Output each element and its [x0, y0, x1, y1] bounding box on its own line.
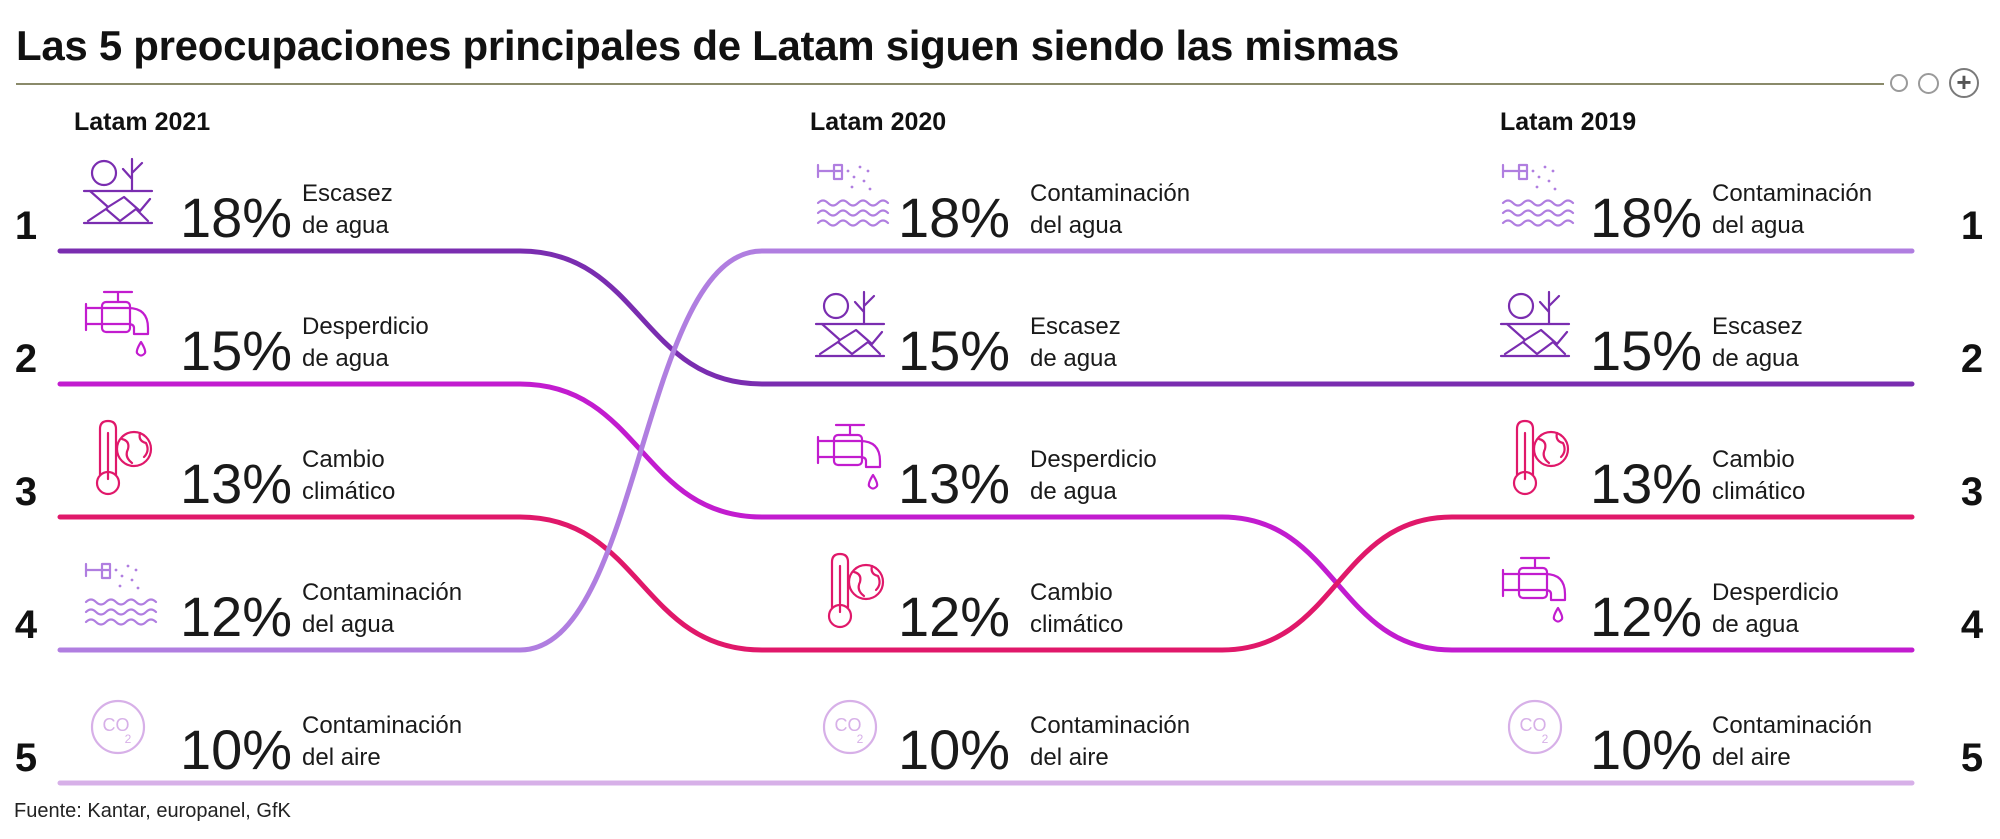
column-header: Latam 2021: [74, 108, 210, 136]
topic-label-line2: de agua: [1712, 611, 1799, 638]
topic-label-line1: Desperdicio: [1030, 446, 1157, 473]
rank-label-left: 3: [15, 470, 37, 514]
co2-icon-text: CO: [1520, 715, 1547, 735]
faucet-drip-icon: [816, 423, 882, 490]
source-note: Fuente: Kantar, europanel, GfK: [14, 800, 291, 822]
topic-label-line2: de agua: [1030, 345, 1117, 372]
co2-icon-text: CO: [103, 715, 130, 735]
topic-label-line2: climático: [1030, 611, 1123, 638]
topic-label-line2: del aire: [1030, 744, 1109, 771]
topic-label-line2: del agua: [1030, 212, 1123, 239]
series-line-clima: [57, 514, 1915, 653]
topic-label-line1: Contaminación: [1030, 180, 1190, 207]
value-label: 12%: [898, 585, 1010, 648]
series-line-desperdicio: [57, 381, 1915, 653]
value-label: 18%: [180, 186, 292, 249]
rank-label-right: 3: [1961, 470, 1983, 514]
co2-icon-subscript: 2: [1542, 732, 1549, 746]
expand-icon-glyph: +: [1956, 67, 1972, 97]
topic-label-line1: Cambio: [1712, 446, 1795, 473]
rank-label-right: 1: [1961, 204, 1983, 248]
pager-dot-1[interactable]: [1890, 74, 1908, 92]
rank-label-right: 5: [1961, 736, 1983, 780]
topic-label-line1: Cambio: [302, 446, 385, 473]
value-label: 18%: [1590, 186, 1702, 249]
rank-label-left: 5: [15, 736, 37, 780]
topic-label-line2: del agua: [302, 611, 395, 638]
topic-label-line2: del aire: [1712, 744, 1791, 771]
topic-label-line1: Contaminación: [1712, 180, 1872, 207]
rank-label-left: 2: [15, 337, 37, 381]
topic-label-line1: Desperdicio: [1712, 579, 1839, 606]
drought-icon: [814, 290, 886, 358]
rank-label-right: 2: [1961, 337, 1983, 381]
value-label: 12%: [1590, 585, 1702, 648]
thermometer-globe-icon: [95, 419, 153, 496]
chart-title: Las 5 preocupaciones principales de Lata…: [16, 22, 1400, 69]
value-label: 13%: [1590, 452, 1702, 515]
value-label: 10%: [898, 718, 1010, 781]
value-label: 15%: [1590, 319, 1702, 382]
value-label: 12%: [180, 585, 292, 648]
polluted-water-icon: [84, 562, 158, 626]
expand-icon[interactable]: +: [1949, 68, 1979, 98]
faucet-drip-icon: [1501, 556, 1567, 623]
title-divider: [16, 83, 1884, 85]
topic-label-line1: Desperdicio: [302, 313, 429, 340]
co2-icon: CO2: [1507, 699, 1563, 755]
topic-label-line1: Contaminación: [1030, 712, 1190, 739]
co2-icon-subscript: 2: [125, 732, 132, 746]
value-label: 10%: [180, 718, 292, 781]
value-label: 15%: [180, 319, 292, 382]
drought-icon: [1499, 290, 1571, 358]
topic-label-line2: de agua: [302, 212, 389, 239]
value-label: 18%: [898, 186, 1010, 249]
co2-icon: CO2: [90, 699, 146, 755]
rank-label-left: 4: [15, 603, 38, 647]
co2-icon: CO2: [822, 699, 878, 755]
value-label: 15%: [898, 319, 1010, 382]
topic-label-line2: de agua: [302, 345, 389, 372]
column-header: Latam 2019: [1500, 108, 1636, 136]
pager-dot-2[interactable]: [1918, 73, 1939, 94]
topic-label-line1: Contaminación: [302, 579, 462, 606]
thermometer-globe-icon: [1512, 419, 1570, 496]
topic-label-line1: Escasez: [1030, 313, 1121, 340]
drought-icon: [82, 157, 154, 225]
topic-label-line2: climático: [1712, 478, 1805, 505]
co2-icon-text: CO: [835, 715, 862, 735]
co2-icon-subscript: 2: [857, 732, 864, 746]
topic-label-line2: de agua: [1712, 345, 1799, 372]
topic-label-line2: del agua: [1712, 212, 1805, 239]
polluted-water-icon: [1501, 163, 1575, 227]
rank-label-right: 4: [1961, 603, 1984, 647]
topic-label-line2: de agua: [1030, 478, 1117, 505]
series-line-escasez: [57, 248, 1915, 387]
topic-label-line1: Cambio: [1030, 579, 1113, 606]
topic-label-line1: Escasez: [1712, 313, 1803, 340]
thermometer-globe-icon: [827, 552, 885, 629]
series-line-contaminacion_agua: [57, 248, 1915, 653]
topic-label-line1: Escasez: [302, 180, 393, 207]
column-header: Latam 2020: [810, 108, 946, 136]
rank-label-left: 1: [15, 204, 37, 248]
faucet-drip-icon: [84, 290, 150, 357]
topic-label-line1: Contaminación: [302, 712, 462, 739]
topic-label-line1: Contaminación: [1712, 712, 1872, 739]
value-label: 13%: [898, 452, 1010, 515]
value-label: 10%: [1590, 718, 1702, 781]
polluted-water-icon: [816, 163, 890, 227]
value-label: 13%: [180, 452, 292, 515]
topic-label-line2: climático: [302, 478, 395, 505]
topic-label-line2: del aire: [302, 744, 381, 771]
